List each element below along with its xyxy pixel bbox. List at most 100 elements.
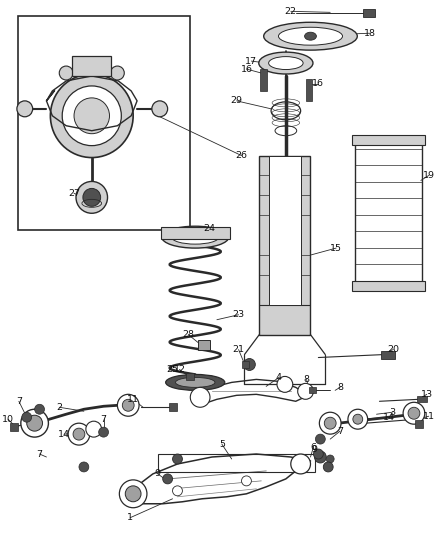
Circle shape xyxy=(298,383,314,399)
Bar xyxy=(308,387,316,393)
Ellipse shape xyxy=(268,56,303,69)
Ellipse shape xyxy=(166,375,225,390)
Bar xyxy=(363,10,374,17)
Circle shape xyxy=(62,86,121,146)
Text: 9: 9 xyxy=(311,445,318,454)
Text: 16: 16 xyxy=(312,79,325,88)
Ellipse shape xyxy=(259,52,313,74)
Text: 27: 27 xyxy=(68,189,80,198)
Ellipse shape xyxy=(304,32,316,40)
Circle shape xyxy=(119,480,147,508)
Bar xyxy=(381,351,395,359)
Bar xyxy=(198,340,210,350)
Circle shape xyxy=(59,66,73,80)
Text: 11: 11 xyxy=(127,395,139,404)
Circle shape xyxy=(73,428,85,440)
Circle shape xyxy=(22,412,32,422)
Circle shape xyxy=(79,462,89,472)
Text: 28: 28 xyxy=(182,330,194,339)
Text: 2: 2 xyxy=(56,403,62,412)
Bar xyxy=(169,403,177,411)
Circle shape xyxy=(74,98,110,134)
Text: 15: 15 xyxy=(330,244,342,253)
Text: 12: 12 xyxy=(173,365,185,374)
Bar xyxy=(417,397,427,402)
Ellipse shape xyxy=(264,22,357,50)
Circle shape xyxy=(408,407,420,419)
Bar xyxy=(269,156,300,305)
Text: 16: 16 xyxy=(240,64,252,74)
Text: 18: 18 xyxy=(364,29,376,38)
Circle shape xyxy=(162,474,173,484)
Circle shape xyxy=(125,486,141,502)
Bar xyxy=(186,374,194,381)
Text: 7: 7 xyxy=(36,449,42,458)
Circle shape xyxy=(173,454,182,464)
Circle shape xyxy=(353,414,363,424)
Ellipse shape xyxy=(279,27,343,45)
Circle shape xyxy=(348,409,367,429)
Text: 14: 14 xyxy=(58,430,70,439)
Bar xyxy=(415,420,423,428)
Bar xyxy=(158,454,315,472)
Circle shape xyxy=(76,181,108,213)
Circle shape xyxy=(83,188,101,206)
Bar xyxy=(259,156,311,335)
Text: 4: 4 xyxy=(276,373,282,382)
Circle shape xyxy=(326,455,334,463)
Text: 3: 3 xyxy=(389,408,396,417)
Circle shape xyxy=(35,404,45,414)
Text: 24: 24 xyxy=(203,224,215,233)
Text: 7: 7 xyxy=(337,426,343,435)
Text: 20: 20 xyxy=(387,345,399,354)
Text: 7: 7 xyxy=(101,415,106,424)
Circle shape xyxy=(68,423,90,445)
Text: 9: 9 xyxy=(155,470,161,479)
Circle shape xyxy=(314,451,326,463)
Ellipse shape xyxy=(176,377,215,387)
Bar xyxy=(352,135,425,144)
Text: 6: 6 xyxy=(311,442,316,451)
Bar xyxy=(306,79,312,101)
Circle shape xyxy=(86,421,102,437)
Text: 5: 5 xyxy=(219,440,225,449)
Circle shape xyxy=(99,427,109,437)
Bar xyxy=(10,423,18,431)
Bar xyxy=(18,17,190,230)
Circle shape xyxy=(17,101,33,117)
Circle shape xyxy=(277,376,293,392)
Bar xyxy=(72,56,112,76)
Circle shape xyxy=(314,449,323,459)
Circle shape xyxy=(323,462,333,472)
Text: 26: 26 xyxy=(236,151,247,160)
Circle shape xyxy=(403,402,425,424)
Text: 14: 14 xyxy=(383,413,396,422)
Text: 22: 22 xyxy=(285,7,297,16)
Text: 11: 11 xyxy=(423,411,435,421)
Text: 8: 8 xyxy=(304,375,310,384)
Circle shape xyxy=(117,394,139,416)
Ellipse shape xyxy=(162,226,229,248)
Circle shape xyxy=(291,454,311,474)
Bar xyxy=(355,141,422,285)
Text: 21: 21 xyxy=(233,345,244,354)
Circle shape xyxy=(241,476,251,486)
Text: 29: 29 xyxy=(230,96,243,106)
Text: 19: 19 xyxy=(423,171,435,180)
Circle shape xyxy=(27,415,42,431)
Text: 25: 25 xyxy=(166,365,179,374)
Text: 7: 7 xyxy=(16,397,22,406)
Bar xyxy=(260,69,267,91)
Circle shape xyxy=(315,434,325,444)
Text: 8: 8 xyxy=(337,383,343,392)
Bar xyxy=(241,360,249,368)
Bar xyxy=(352,281,425,291)
Text: 17: 17 xyxy=(245,56,258,66)
Text: 1: 1 xyxy=(127,513,133,522)
Circle shape xyxy=(244,359,255,370)
Circle shape xyxy=(324,417,336,429)
Circle shape xyxy=(110,66,124,80)
Circle shape xyxy=(21,409,49,437)
Circle shape xyxy=(50,74,133,158)
Text: 23: 23 xyxy=(233,310,245,319)
